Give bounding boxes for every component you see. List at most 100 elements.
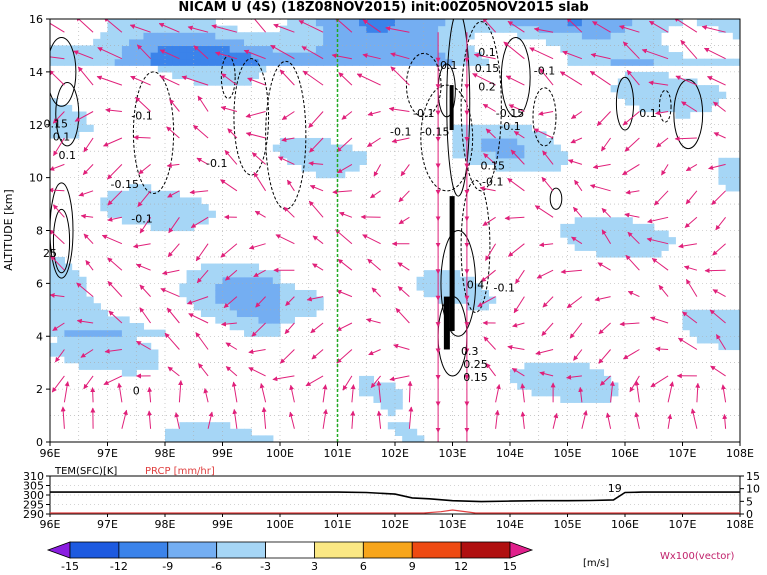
wind-vector: [251, 152, 266, 165]
shading-cell: [78, 52, 87, 60]
shading-cell: [107, 58, 116, 66]
wind-vector: [73, 50, 94, 60]
shading-cell: [258, 283, 267, 291]
wind-vector: [272, 375, 295, 382]
shading-cell: [215, 276, 224, 284]
shading-cell: [452, 289, 461, 298]
shading-cell: [129, 184, 137, 192]
shading-cell: [567, 395, 576, 403]
wind-vector: [104, 348, 122, 354]
shading-cell: [215, 428, 224, 436]
shading-cell: [351, 58, 360, 66]
wind-vector: [339, 211, 353, 218]
shading-cell: [366, 45, 375, 53]
y-tick-label: 4: [36, 330, 43, 343]
wind-vector: [245, 131, 266, 139]
shading-cell: [510, 157, 518, 166]
shading-cell: [387, 408, 396, 417]
colorbar-end-right: [509, 541, 534, 559]
shading-cell: [287, 316, 295, 324]
contour-label: -0.15: [496, 107, 524, 120]
wind-vector: [168, 217, 180, 234]
shading-cell: [193, 19, 202, 27]
wind-vector: [578, 386, 584, 403]
shading-cell: [466, 151, 475, 159]
wind-vector: [641, 48, 669, 60]
shading-cell: [107, 342, 116, 351]
shading-cell: [280, 309, 288, 318]
shading-cell: [323, 157, 331, 166]
shading-cell: [165, 45, 173, 53]
shading-cell: [646, 71, 655, 80]
shading-cell: [294, 32, 303, 40]
shading-cell: [200, 210, 209, 218]
shading-cell: [653, 32, 662, 40]
shading-cell: [150, 356, 159, 364]
shading-cell: [294, 45, 303, 53]
shading-cell: [423, 19, 432, 27]
shading-cell: [251, 263, 260, 271]
shading-cell: [186, 283, 195, 291]
wind-vector: [305, 375, 324, 387]
shading-cell: [136, 45, 145, 53]
shading-cell: [567, 362, 576, 370]
wind-vector: [366, 318, 381, 324]
shading-cell: [265, 58, 274, 66]
shading-cell: [100, 58, 109, 66]
shading-cell: [351, 38, 360, 47]
shading-cell: [395, 389, 403, 397]
shading-cell: [380, 402, 389, 410]
shading-cell: [474, 289, 482, 298]
shading-cell: [208, 58, 216, 66]
shading-cell: [71, 303, 80, 311]
shading-cell: [193, 210, 202, 218]
shading-cell: [244, 71, 252, 80]
shading-cell: [452, 38, 461, 47]
surface-annotation: 19: [608, 482, 622, 495]
shading-cell: [57, 118, 65, 126]
shading-cell: [301, 151, 310, 159]
vector-legend-label: Wx100(vector): [660, 551, 735, 562]
shading-cell: [258, 309, 267, 318]
shading-cell: [78, 316, 87, 324]
shading-cell: [208, 210, 216, 218]
wind-vector: [647, 216, 669, 224]
shading-cell: [200, 428, 209, 436]
wind-vector: [193, 45, 209, 60]
shading-cell: [603, 230, 612, 238]
shading-cell: [423, 45, 432, 53]
surface-left-tick-label: 290: [23, 508, 44, 521]
shading-cell: [351, 19, 360, 27]
shading-cell: [215, 71, 224, 80]
shading-cell: [517, 124, 525, 132]
wind-vector: [85, 259, 94, 271]
shading-cell: [416, 58, 425, 66]
shading-cell: [689, 58, 698, 66]
contour-core: [449, 196, 455, 331]
shading-cell: [222, 32, 231, 40]
shading-cell: [380, 25, 389, 33]
shading-cell: [114, 52, 123, 60]
wind-vector: [709, 309, 726, 324]
shading-cell: [366, 389, 375, 397]
wind-vector: [562, 50, 583, 60]
colorbar-box: [411, 541, 462, 559]
surface-left-label: TEM(SFC)[K]: [54, 466, 117, 477]
shading-cell: [488, 124, 497, 132]
shading-cell: [660, 91, 669, 99]
shading-cell: [359, 382, 367, 390]
shading-cell: [395, 19, 403, 27]
shading-cell: [208, 19, 216, 27]
shading-cell: [229, 45, 238, 53]
surface-x-tick-label: 102E: [381, 518, 409, 531]
shading-cell: [265, 276, 274, 284]
wind-vector: [622, 111, 640, 126]
wind-vector: [388, 106, 410, 112]
wind-vector: [512, 322, 525, 328]
shading-cell: [186, 45, 195, 53]
shading-cell: [581, 362, 590, 370]
shading-cell: [344, 38, 353, 47]
shading-cell: [215, 316, 224, 324]
wind-vector: [370, 375, 381, 389]
shading-cell: [193, 204, 202, 212]
